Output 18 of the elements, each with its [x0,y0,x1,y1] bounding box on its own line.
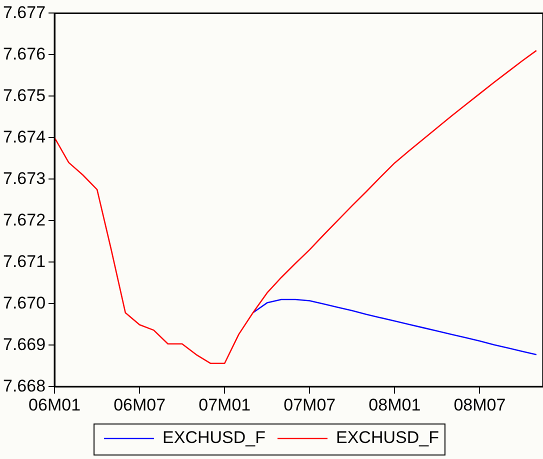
x-tick-label: 06M01 [28,395,81,414]
x-tick-label: 08M01 [368,395,421,414]
y-tick-label: 7.671 [2,252,46,271]
legend-label: EXCHUSD_F [162,428,266,448]
y-tick-label: 7.674 [2,127,46,146]
x-tick-label: 06M07 [114,395,166,414]
y-tick-label: 7.669 [2,334,46,354]
y-tick-label: 7.668 [2,376,46,396]
x-tick-label: 07M01 [198,395,251,414]
y-tick-label: 7.670 [2,293,46,312]
legend-label: EXCHUSD_F [336,428,439,448]
y-tick-label: 7.677 [2,2,46,22]
x-tick-label: 08M07 [454,395,506,414]
y-tick-label: 7.673 [2,168,46,188]
y-tick-label: 7.672 [2,210,46,230]
y-tick-label: 7.676 [2,44,46,64]
x-tick-label: 07M07 [284,395,336,414]
y-tick-label: 7.675 [2,86,46,105]
